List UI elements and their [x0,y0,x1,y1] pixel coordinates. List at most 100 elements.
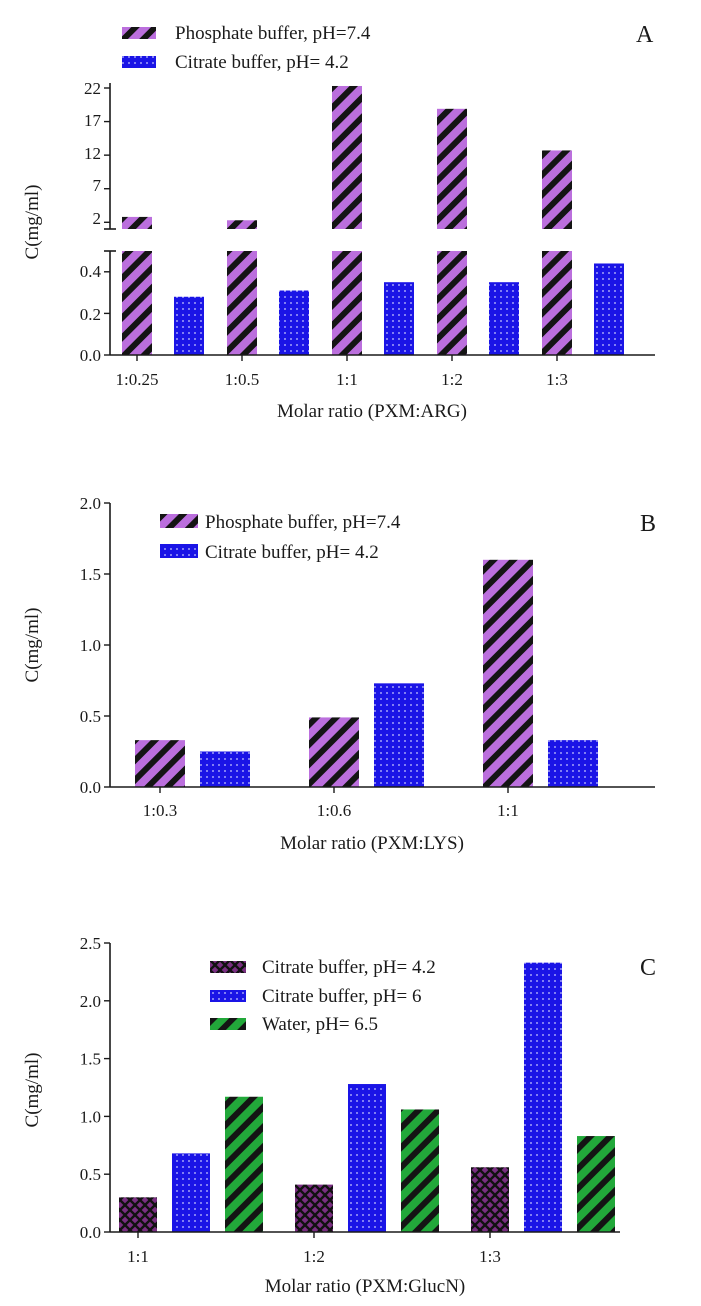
y-tick-label-1-0: 1.0 [80,636,101,655]
x-tick-label-1-0-5: 1:0.5 [225,370,259,389]
panel-letter: B [640,511,656,537]
bar-phosphate-1-1 [332,85,362,229]
bar-phosphate-lower-1-2 [437,251,467,355]
x-axis-label: Molar ratio (PXM:LYS) [280,833,464,854]
bar-citrate-6-1-1 [172,1153,210,1232]
bar-phosphate-lower-1-0-5 [227,251,257,355]
y-tick-label-2-0: 2.0 [80,494,101,513]
bar-citrate-1-3 [594,263,624,355]
x-tick-label-1-0-25: 1:0.25 [116,370,159,389]
x-axis-label: Molar ratio (PXM:ARG) [277,401,467,422]
y-axis-label: C(mg/ml) [22,185,43,260]
bar-citrate-1-0-5 [279,290,309,355]
y-tick-label-1-0: 1.0 [80,1107,101,1126]
legend-label-phosphate: Phosphate buffer, pH=7.4 [205,512,401,533]
x-tick-label-1-0-6: 1:0.6 [317,801,351,820]
x-tick-label-1-0-3: 1:0.3 [143,801,177,820]
tick-label-0.0: 0.0 [80,346,101,365]
y-tick-label-0-5: 0.5 [80,1165,101,1184]
y-tick-label-1-5: 1.5 [80,565,101,584]
tick-label-7: 7 [93,176,102,195]
y-ticks: 0.0 0.5 1.0 1.5 2.0 2.5 [80,934,110,1242]
bars [122,85,624,355]
legend-label-citrate-4.2: Citrate buffer, pH= 4.2 [262,957,436,978]
x-ticks: 1:0.25 1:0.5 1:1 1:2 1:3 [116,355,568,389]
tick-label-2: 2 [93,209,102,228]
legend-swatch-phosphate [122,27,156,39]
y-tick-label-2-5: 2.5 [80,934,101,953]
bar-citrate-1-0-3 [200,751,250,787]
bar-phosphate-1-2 [437,108,467,229]
x-tick-label-1-3: 1:3 [479,1247,501,1266]
panel-a: Phosphate buffer, pH=7.4 Citrate buffer,… [22,22,655,422]
legend-swatch-phosphate [160,514,198,528]
x-tick-label-1-2: 1:2 [303,1247,325,1266]
legend: Phosphate buffer, pH=7.4 Citrate buffer,… [160,512,401,563]
bar-phosphate-1-3 [542,150,572,229]
legend-swatch-citrate [122,56,156,68]
y-tick-label-0-0: 0.0 [80,1223,101,1242]
bar-water-1-1 [225,1096,263,1232]
x-tick-label-1-1: 1:1 [127,1247,149,1266]
y-axis-label: C(mg/ml) [22,1053,43,1128]
panel-b: Phosphate buffer, pH=7.4 Citrate buffer,… [22,494,656,854]
legend-swatch-citrate [160,544,198,558]
y-ticks: 22 17 12 7 2 0.4 0.2 0.0 [80,79,110,365]
bar-phosphate-lower-1-1 [332,251,362,355]
bar-phosphate-1-0-5 [227,220,257,229]
legend-label-citrate-6: Citrate buffer, pH= 6 [262,986,421,1007]
axes [104,83,655,356]
bar-citrate-6-1-2 [348,1084,386,1232]
bar-phosphate-1-1 [483,559,533,787]
bar-phosphate-1-0-6 [309,717,359,787]
y-ticks: 0.0 0.5 1.0 1.5 2.0 [80,494,110,797]
legend: Citrate buffer, pH= 4.2 Citrate buffer, … [210,957,436,1035]
bar-water-1-2 [401,1109,439,1232]
y-tick-label-0-0: 0.0 [80,778,101,797]
y-tick-label-2-0: 2.0 [80,992,101,1011]
bar-phosphate-1-0-25 [122,216,152,229]
axes [109,943,620,1233]
panel-c: Citrate buffer, pH= 4.2 Citrate buffer, … [22,934,656,1297]
panel-letter: A [636,22,654,48]
bar-citrate-1-2 [489,282,519,355]
tick-label-22: 22 [84,79,101,98]
legend-swatch-water [210,1018,246,1030]
bar-citrate-4-2-1-3 [471,1167,509,1232]
bar-citrate-4-2-1-2 [295,1184,333,1232]
panel-letter: C [640,955,656,981]
x-tick-label-1-1: 1:1 [497,801,519,820]
legend-swatch-citrate-4.2 [210,961,246,973]
tick-label-12: 12 [84,144,101,163]
legend-label-water: Water, pH= 6.5 [262,1014,378,1035]
tick-label-0.2: 0.2 [80,305,101,324]
bar-phosphate-1-0-3 [135,740,185,787]
bars [135,559,598,787]
bar-citrate-1-0-25 [174,296,204,355]
x-tick-label-1-1: 1:1 [336,370,358,389]
bar-citrate-4-2-1-1 [119,1197,157,1232]
legend-label-citrate: Citrate buffer, pH= 4.2 [205,542,379,563]
bar-citrate-1-1 [548,740,598,787]
legend: Phosphate buffer, pH=7.4 Citrate buffer,… [122,23,371,73]
legend-label-citrate: Citrate buffer, pH= 4.2 [175,52,349,73]
bar-water-1-3 [577,1136,615,1232]
x-axis-label: Molar ratio (PXM:GlucN) [265,1276,466,1297]
y-axis-label: C(mg/ml) [22,608,43,683]
bar-phosphate-lower-1-0-25 [122,251,152,355]
x-tick-label-1-3: 1:3 [546,370,568,389]
bar-phosphate-lower-1-3 [542,251,572,355]
tick-label-17: 17 [84,111,102,130]
y-tick-label-0-5: 0.5 [80,707,101,726]
bar-citrate-6-1-3 [524,962,562,1232]
x-tick-label-1-2: 1:2 [441,370,463,389]
legend-swatch-citrate-6 [210,990,246,1002]
bar-citrate-1-0-6 [374,683,424,787]
bar-citrate-1-1 [384,282,414,355]
bars [119,962,615,1232]
x-ticks: 1:1 1:2 1:3 [127,1232,501,1266]
tick-label-0.4: 0.4 [80,262,102,281]
legend-label-phosphate: Phosphate buffer, pH=7.4 [175,23,371,44]
x-ticks: 1:0.3 1:0.6 1:1 [143,787,519,820]
